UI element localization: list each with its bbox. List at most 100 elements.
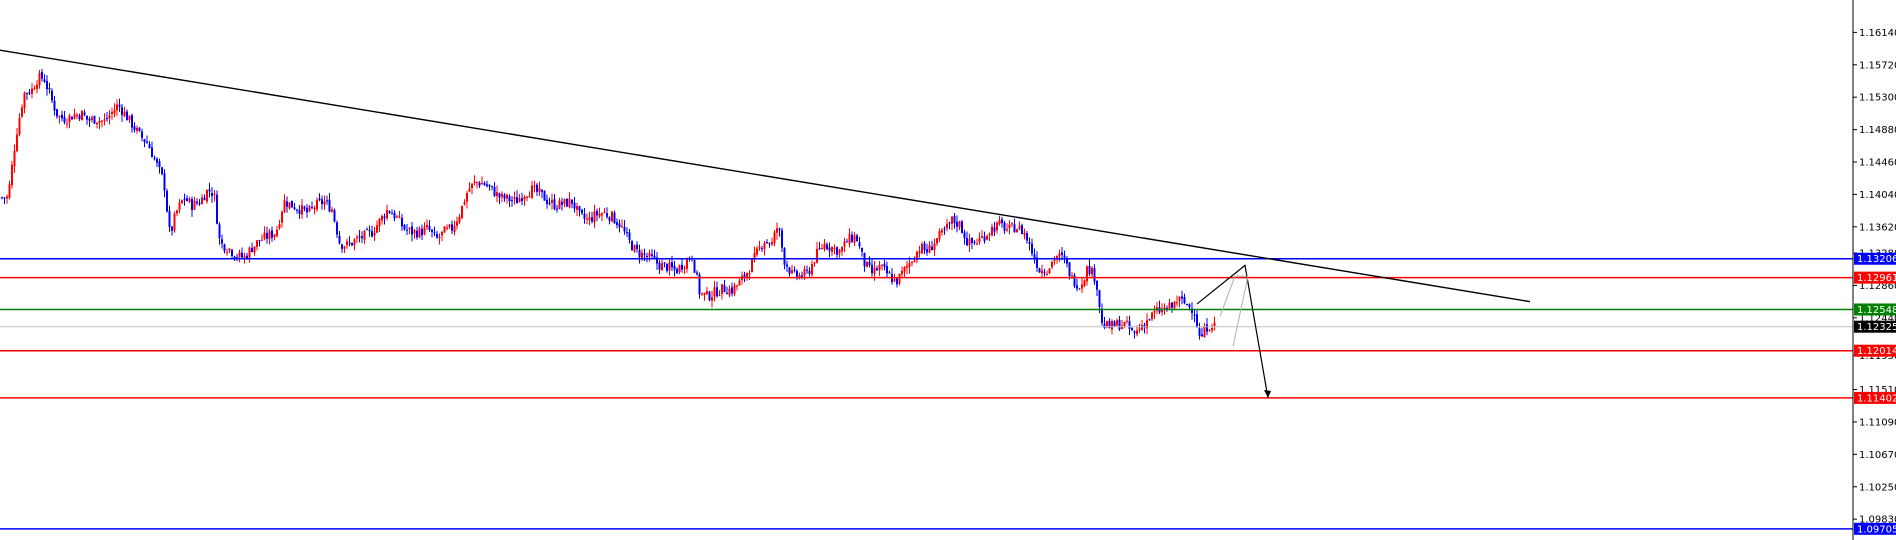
- candle-body: [833, 247, 836, 249]
- candle-body: [546, 199, 548, 204]
- candle-body: [306, 208, 308, 213]
- candle-body: [156, 158, 158, 163]
- candle-body: [646, 255, 648, 257]
- candle-body: [653, 255, 656, 258]
- candle-body: [83, 112, 86, 116]
- tick-label: 1.11510: [1859, 385, 1896, 396]
- candle-body: [618, 223, 621, 228]
- candle-body: [718, 294, 721, 296]
- candle-body: [418, 228, 421, 238]
- candle-body: [623, 226, 626, 232]
- candle-body: [723, 285, 726, 293]
- candle-body: [98, 120, 101, 123]
- candle-body: [751, 259, 753, 273]
- candle-body: [201, 197, 203, 204]
- candle-body: [526, 196, 528, 198]
- candle-body: [141, 131, 143, 138]
- candle-body: [323, 201, 326, 205]
- candle-body: [1026, 233, 1028, 241]
- candle-body: [1143, 324, 1146, 328]
- candle-body: [798, 275, 801, 278]
- candle-body: [343, 246, 346, 249]
- candle-body: [401, 217, 403, 227]
- candle-body: [278, 224, 281, 229]
- candle-body: [511, 200, 513, 202]
- candle-body: [491, 185, 493, 187]
- candle-body: [276, 229, 278, 236]
- candle-body: [1058, 253, 1061, 257]
- candle-body: [1043, 272, 1046, 274]
- candle-body: [26, 93, 28, 95]
- candle-body: [656, 257, 658, 264]
- candle-body: [1126, 320, 1128, 322]
- candle-body: [863, 252, 866, 267]
- candle-body: [721, 284, 723, 294]
- candle-body: [231, 249, 233, 257]
- candle-body: [916, 251, 918, 261]
- candle-body: [968, 238, 971, 246]
- candle-body: [318, 198, 321, 200]
- candle-body: [1023, 232, 1026, 236]
- candle-body: [381, 215, 383, 221]
- candle-body: [408, 227, 411, 230]
- candle-body: [298, 210, 301, 214]
- candle-body: [366, 229, 368, 231]
- candle-body: [1068, 262, 1071, 277]
- candle-body: [703, 292, 706, 295]
- candle-body: [356, 237, 358, 239]
- candle-body: [316, 199, 318, 210]
- candle-body: [813, 262, 816, 264]
- candle-body: [1033, 254, 1036, 259]
- candle-body: [38, 72, 41, 86]
- candle-body: [551, 199, 553, 203]
- candle-body: [706, 290, 708, 294]
- candle-body: [471, 183, 473, 189]
- candle-body: [426, 224, 428, 228]
- candle-body: [781, 230, 783, 248]
- candle-body: [258, 240, 261, 242]
- candle-body: [63, 117, 66, 123]
- candle-body: [636, 244, 638, 250]
- candle-body: [973, 242, 976, 244]
- candle-body: [331, 209, 333, 212]
- candle-body: [756, 248, 758, 255]
- candle-body: [266, 233, 268, 239]
- candle-body: [368, 230, 371, 232]
- candle-body: [528, 196, 531, 198]
- candle-body: [46, 81, 48, 90]
- candle-body: [173, 213, 176, 231]
- tick-label: 1.12440: [1859, 313, 1896, 324]
- candle-body: [663, 262, 666, 264]
- candle-body: [53, 100, 56, 111]
- candle-body: [1213, 322, 1216, 327]
- candle-body: [918, 251, 921, 254]
- candle-body: [571, 199, 573, 204]
- candle-body: [436, 233, 438, 238]
- candle-body: [1093, 268, 1096, 282]
- candle-body: [48, 87, 51, 90]
- candle-body: [763, 242, 766, 250]
- candle-body: [81, 111, 83, 121]
- candle-body: [871, 264, 873, 274]
- candle-body: [6, 196, 8, 199]
- candle-body: [363, 230, 366, 240]
- candle-body: [136, 127, 138, 131]
- price-badge-label: 1.12014: [1857, 346, 1896, 357]
- candle-body: [856, 235, 858, 242]
- candle-body: [193, 200, 196, 210]
- candle-body: [8, 184, 11, 198]
- candle-body: [946, 223, 948, 229]
- candle-body: [326, 200, 328, 202]
- candle-body: [1186, 303, 1188, 305]
- candle-body: [196, 201, 198, 204]
- candle-body: [466, 192, 468, 202]
- candle-body: [681, 264, 683, 270]
- candle-body: [226, 251, 228, 253]
- candle-body: [423, 227, 426, 235]
- candle-body: [1131, 328, 1133, 330]
- candle-body: [928, 245, 931, 253]
- candle-body: [1208, 330, 1211, 332]
- candle-body: [738, 280, 741, 286]
- candle-body: [588, 216, 591, 220]
